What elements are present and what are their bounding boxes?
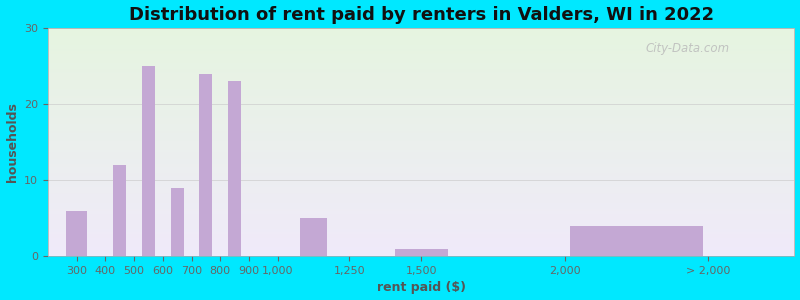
Bar (570, 226, 702, 256)
Title: Distribution of rent paid by renters in Valders, WI in 2022: Distribution of rent paid by renters in … (129, 6, 714, 24)
Bar (228, 81, 241, 256)
Y-axis label: households: households (6, 102, 18, 182)
Bar (66, 211, 87, 256)
Bar (113, 165, 126, 256)
Bar (142, 66, 155, 256)
X-axis label: rent paid ($): rent paid ($) (377, 281, 466, 294)
Bar (394, 249, 448, 256)
Text: City-Data.com: City-Data.com (645, 42, 730, 55)
Bar (300, 218, 326, 256)
Bar (199, 74, 213, 256)
Bar (170, 188, 184, 256)
